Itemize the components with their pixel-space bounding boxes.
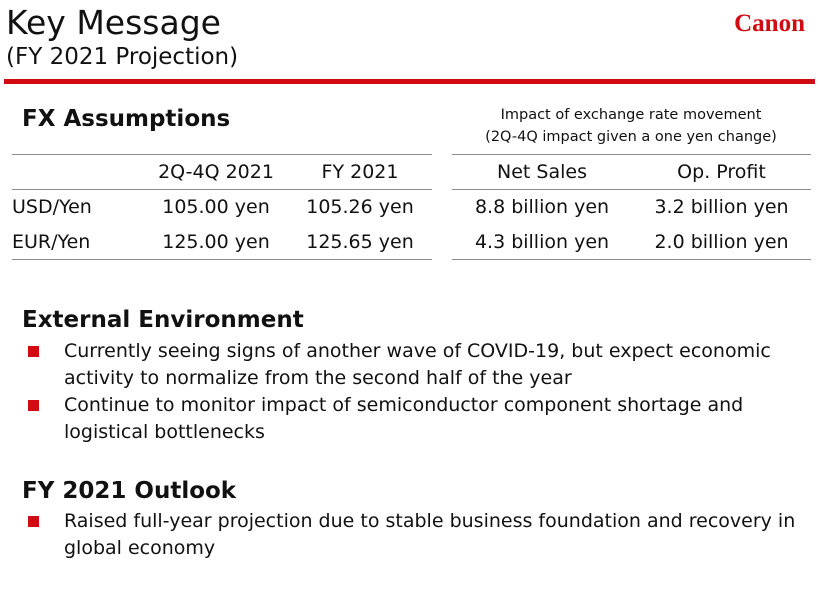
fx-impact-table: Net Sales Op. Profit 8.8 billion yen 3.2… [452, 154, 811, 260]
list-item-text: Raised full-year projection due to stabl… [64, 510, 796, 559]
column-header [12, 154, 144, 190]
list-item: Raised full-year projection due to stabl… [22, 508, 812, 562]
bullet-square-icon [28, 400, 39, 411]
list-item: Currently seeing signs of another wave o… [22, 338, 812, 392]
row-label: EUR/Yen [12, 224, 144, 260]
table-cell: 105.00 yen [162, 196, 270, 219]
table-cell: 2.0 billion yen [632, 224, 811, 260]
header-divider [4, 79, 815, 84]
table-cell: 3.2 billion yen [654, 196, 789, 219]
column-header: Op. Profit [632, 154, 811, 190]
outlook-list: Raised full-year projection due to stabl… [22, 508, 812, 562]
table-row: 4.3 billion yen 2.0 billion yen [452, 224, 811, 260]
column-header: Net Sales [452, 154, 632, 190]
column-header: 2Q-4Q 2021 [144, 154, 288, 190]
fx-assumptions-table: 2Q-4Q 2021 FY 2021 USD/Yen 105.00 yen 10… [12, 154, 432, 260]
table-row: 8.8 billion yen 3.2 billion yen [452, 190, 811, 225]
fx-assumptions-heading: FX Assumptions [22, 106, 231, 132]
external-environment-heading: External Environment [22, 307, 304, 333]
page-subtitle: (FY 2021 Projection) [6, 44, 239, 70]
column-header: FY 2021 [288, 154, 432, 190]
impact-heading-line1: Impact of exchange rate movement [500, 107, 762, 123]
table-cell: 125.65 yen [288, 224, 432, 260]
canon-logo: Canon [734, 10, 805, 37]
list-item-text: Continue to monitor impact of semiconduc… [64, 394, 744, 443]
table-cell: 105.26 yen [306, 196, 414, 219]
list-item: Continue to monitor impact of semiconduc… [22, 392, 812, 446]
impact-heading: Impact of exchange rate movement (2Q-4Q … [452, 104, 810, 148]
impact-heading-line2: (2Q-4Q impact given a one yen change) [485, 129, 777, 145]
table-cell: 4.3 billion yen [452, 224, 632, 260]
external-environment-list: Currently seeing signs of another wave o… [22, 338, 812, 446]
list-item-text: Currently seeing signs of another wave o… [64, 340, 771, 389]
row-label: USD/Yen [12, 196, 92, 219]
table-header-row: 2Q-4Q 2021 FY 2021 [12, 154, 432, 190]
bullet-square-icon [28, 346, 39, 357]
table-header-row: Net Sales Op. Profit [452, 154, 811, 190]
outlook-heading: FY 2021 Outlook [22, 478, 237, 504]
table-cell: 125.00 yen [144, 224, 288, 260]
table-row: EUR/Yen 125.00 yen 125.65 yen [12, 224, 432, 260]
bullet-square-icon [28, 516, 39, 527]
logo-text: Canon [734, 10, 805, 37]
table-row: USD/Yen 105.00 yen 105.26 yen [12, 190, 432, 225]
table-cell: 8.8 billion yen [474, 196, 610, 219]
page-title: Key Message [6, 3, 221, 42]
